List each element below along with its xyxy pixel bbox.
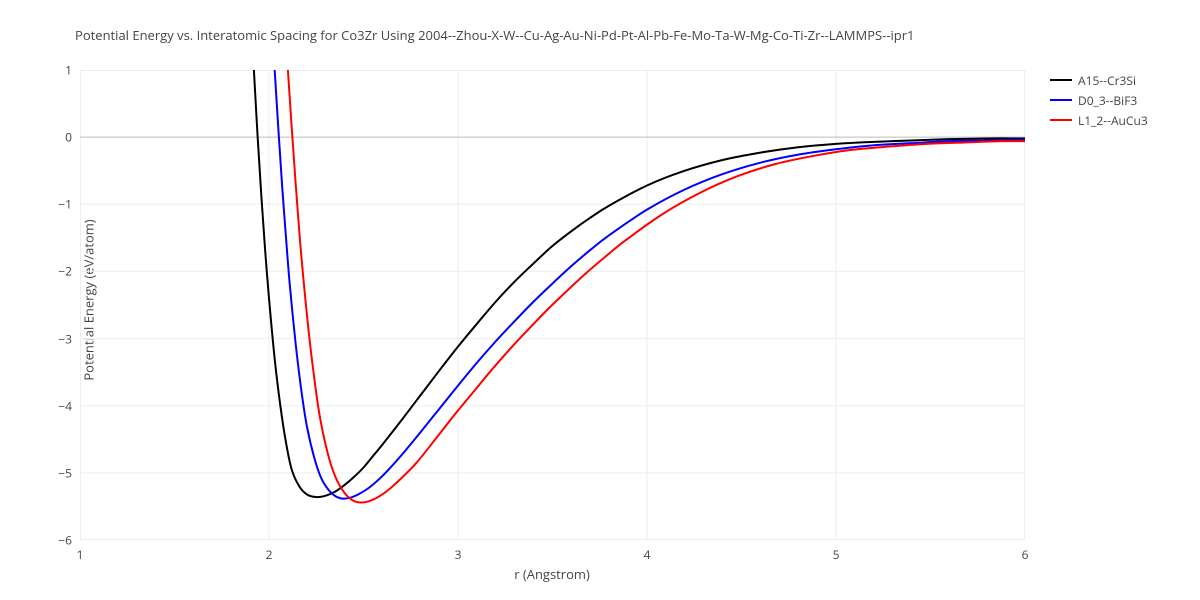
legend: A15--Cr3Si D0_3--BiF3 L1_2--AuCu3 — [1050, 70, 1148, 130]
legend-label: A15--Cr3Si — [1078, 72, 1136, 89]
legend-label: L1_2--AuCu3 — [1078, 112, 1148, 129]
y-tick-label: −6 — [58, 532, 72, 549]
legend-swatch — [1050, 79, 1072, 81]
chart-title: Potential Energy vs. Interatomic Spacing… — [75, 26, 915, 44]
y-tick-label: −1 — [58, 196, 72, 213]
x-tick-label: 3 — [455, 546, 462, 563]
legend-swatch — [1050, 119, 1072, 121]
legend-swatch — [1050, 99, 1072, 101]
y-tick-label: 1 — [65, 62, 72, 79]
plot-area[interactable] — [80, 70, 1025, 540]
series-line-0[interactable] — [254, 70, 1025, 497]
x-tick-label: 5 — [833, 546, 840, 563]
legend-item-2[interactable]: L1_2--AuCu3 — [1050, 110, 1148, 130]
y-tick-label: −3 — [58, 330, 72, 347]
legend-item-0[interactable]: A15--Cr3Si — [1050, 70, 1148, 90]
series-line-2[interactable] — [288, 70, 1025, 503]
y-tick-label: −5 — [58, 464, 72, 481]
x-tick-label: 2 — [266, 546, 273, 563]
legend-label: D0_3--BiF3 — [1078, 92, 1137, 109]
y-tick-label: −2 — [58, 263, 72, 280]
y-tick-label: 0 — [65, 129, 72, 146]
legend-item-1[interactable]: D0_3--BiF3 — [1050, 90, 1148, 110]
x-tick-label: 1 — [77, 546, 84, 563]
series-line-1[interactable] — [275, 70, 1025, 499]
x-tick-label: 6 — [1022, 546, 1029, 563]
x-axis-label: r (Angstrom) — [514, 565, 590, 583]
plot-svg — [80, 70, 1025, 540]
chart-container: Potential Energy vs. Interatomic Spacing… — [0, 0, 1200, 600]
y-tick-label: −4 — [58, 397, 72, 414]
x-tick-label: 4 — [644, 546, 651, 563]
